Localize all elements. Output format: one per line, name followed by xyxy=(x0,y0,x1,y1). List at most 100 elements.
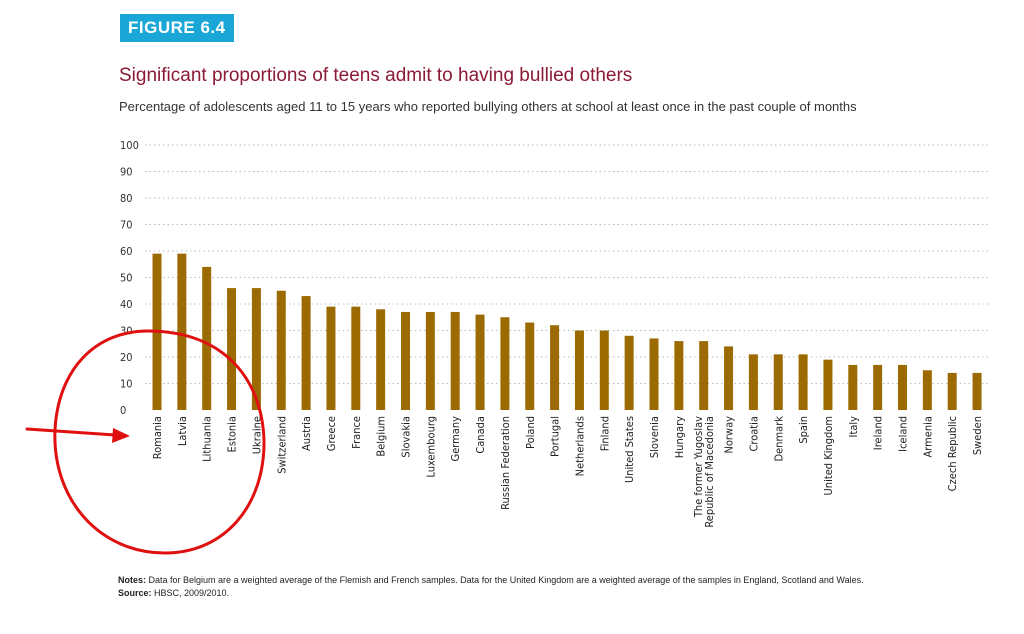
x-tick-label-line: Spain xyxy=(797,416,810,444)
bar xyxy=(724,346,734,410)
bar xyxy=(848,364,858,410)
x-tick-label: Switzerland xyxy=(275,416,288,474)
x-tick-label: Portugal xyxy=(549,416,562,457)
x-tick-label-line: Sweden xyxy=(971,416,984,455)
notes-block: Notes: Data for Belgium are a weighted a… xyxy=(118,574,864,600)
x-tick-label: Iceland xyxy=(897,416,910,452)
x-tick-label-line: Russian Federation xyxy=(499,416,512,510)
y-tick-label: 50 xyxy=(120,272,133,285)
x-tick-label: Belgium xyxy=(375,416,388,457)
bar xyxy=(972,372,982,410)
x-tick-label: Luxembourg xyxy=(424,416,437,478)
notes-line: Notes: Data for Belgium are a weighted a… xyxy=(118,574,864,587)
x-tick-label-line: Ukraine xyxy=(250,416,263,454)
source-line: Source: HBSC, 2009/2010. xyxy=(118,587,864,600)
bar xyxy=(301,296,311,410)
x-tick-label-line: Iceland xyxy=(897,416,910,452)
x-tick-label-line: Luxembourg xyxy=(424,416,437,478)
bar xyxy=(351,306,361,410)
bar xyxy=(574,330,584,410)
x-tick-label: Sweden xyxy=(971,416,984,455)
bar xyxy=(276,290,286,410)
x-tick-label-line: Germany xyxy=(449,416,462,462)
bar xyxy=(947,372,957,410)
x-tick-label-line: Slovakia xyxy=(400,416,413,458)
x-tick-label: Spain xyxy=(797,416,810,444)
bar xyxy=(251,288,261,410)
bar xyxy=(202,266,212,410)
x-tick-label-line: Hungary xyxy=(673,416,686,458)
y-tick-label: 60 xyxy=(120,245,133,258)
bar xyxy=(823,359,833,410)
annotation-arrow-shaft xyxy=(25,427,117,437)
x-tick-label: Ireland xyxy=(872,416,885,450)
x-tick-label-line: Portugal xyxy=(549,416,562,457)
bar xyxy=(748,354,758,410)
x-tick-label: Denmark xyxy=(772,416,785,462)
bar xyxy=(898,364,907,410)
x-tick-label-line: Belgium xyxy=(375,416,388,457)
annotation-arrow-head xyxy=(112,428,130,443)
x-tick-label: Finland xyxy=(598,416,611,451)
x-tick-label-line: Denmark xyxy=(772,416,785,462)
x-tick-label: Greece xyxy=(325,416,338,451)
y-tick-label: 0 xyxy=(120,404,126,417)
x-tick-label: Armenia xyxy=(921,416,934,457)
gridlines xyxy=(145,144,990,384)
bar xyxy=(873,364,883,410)
bar xyxy=(227,288,237,410)
x-tick-label: Lithuania xyxy=(201,416,214,462)
bar xyxy=(773,354,783,410)
x-tick-label: Slovakia xyxy=(400,416,413,458)
y-tick-label: 80 xyxy=(120,192,133,205)
bar xyxy=(599,330,609,410)
x-tick-label-line: Norway xyxy=(723,416,736,454)
x-tick-label: Slovenia xyxy=(648,416,661,458)
bar xyxy=(177,253,187,410)
source-label: Source: xyxy=(118,588,152,598)
bar xyxy=(550,325,560,410)
x-tick-label: Poland xyxy=(524,416,537,449)
annotation-layer xyxy=(25,329,266,555)
bar xyxy=(922,370,932,410)
x-tick-label-line: United Kingdom xyxy=(822,416,835,495)
bar xyxy=(401,311,410,410)
y-tick-label: 90 xyxy=(120,166,133,179)
chart-subtitle: Percentage of adolescents aged 11 to 15 … xyxy=(119,99,857,114)
x-tick-label: France xyxy=(350,416,363,449)
x-tick-label: Canada xyxy=(474,416,487,454)
x-tick-label-line: Armenia xyxy=(921,416,934,457)
x-tick-label: United Kingdom xyxy=(822,416,835,495)
bar xyxy=(500,317,510,410)
x-tick-label: Germany xyxy=(449,416,462,462)
x-tick-label-line: Austria xyxy=(300,416,313,451)
x-tick-label-line: France xyxy=(350,416,363,449)
annotation-circle xyxy=(53,329,266,555)
bar xyxy=(450,311,460,410)
x-tick-label: Russian Federation xyxy=(499,416,512,510)
x-tick-label-line: Lithuania xyxy=(201,416,214,462)
x-tick-label: Austria xyxy=(300,416,313,451)
x-tick-label: Croatia xyxy=(747,416,760,452)
x-tick-label-line: Croatia xyxy=(747,416,760,452)
y-tick-label: 100 xyxy=(120,139,139,152)
x-tick-label: Italy xyxy=(847,416,860,438)
y-tick-label: 10 xyxy=(120,378,133,391)
x-tick-label-line: Romania xyxy=(151,416,164,459)
bar xyxy=(475,314,485,410)
figure-label: FIGURE 6.4 xyxy=(120,14,234,42)
x-tick-label-line: Switzerland xyxy=(275,416,288,474)
x-tick-label: Latvia xyxy=(176,416,189,446)
bar xyxy=(699,341,709,410)
bar xyxy=(624,335,634,410)
x-tick-label-line: Estonia xyxy=(226,416,239,452)
x-tick-label-line: Republic of Macedonia xyxy=(703,416,716,528)
y-tick-label: 40 xyxy=(120,298,133,311)
x-tick-label-line: Slovenia xyxy=(648,416,661,458)
x-tick-label-line: Finland xyxy=(598,416,611,451)
bar xyxy=(376,309,386,410)
x-tick-label-line: Poland xyxy=(524,416,537,449)
